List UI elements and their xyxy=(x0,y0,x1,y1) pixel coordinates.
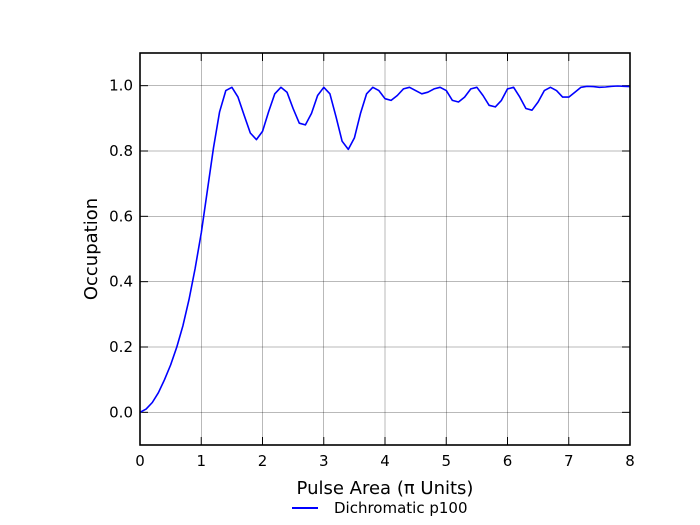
x-tick-label: 4 xyxy=(380,452,390,470)
x-tick-label: 2 xyxy=(258,452,268,470)
grid xyxy=(140,53,630,445)
x-tick-label: 3 xyxy=(319,452,329,470)
tick-labels: 0 1 2 3 4 5 6 7 8 0.0 0.2 0.4 0.6 0.8 1.0 xyxy=(109,77,635,470)
y-tick-label: 1.0 xyxy=(109,77,133,95)
y-tick-label: 0.2 xyxy=(109,338,133,356)
y-tick-label: 0.6 xyxy=(109,207,133,225)
y-tick-label: 0.8 xyxy=(109,142,133,160)
legend: Dichromatic p100 xyxy=(292,499,468,517)
y-tick-label: 0.4 xyxy=(109,273,133,291)
y-tick-label: 0.0 xyxy=(109,403,133,421)
x-tick-label: 0 xyxy=(135,452,145,470)
series-line xyxy=(139,85,631,414)
series-layer xyxy=(139,85,631,414)
legend-label: Dichromatic p100 xyxy=(334,499,468,517)
x-tick-label: 1 xyxy=(196,452,206,470)
x-tick-label: 6 xyxy=(503,452,513,470)
x-tick-label: 8 xyxy=(625,452,635,470)
x-axis-title: Pulse Area (π Units) xyxy=(297,478,474,499)
x-tick-label: 7 xyxy=(564,452,574,470)
x-tick-label: 5 xyxy=(441,452,451,470)
y-axis-title: Occupation xyxy=(81,198,102,300)
plot-frame xyxy=(139,52,631,446)
